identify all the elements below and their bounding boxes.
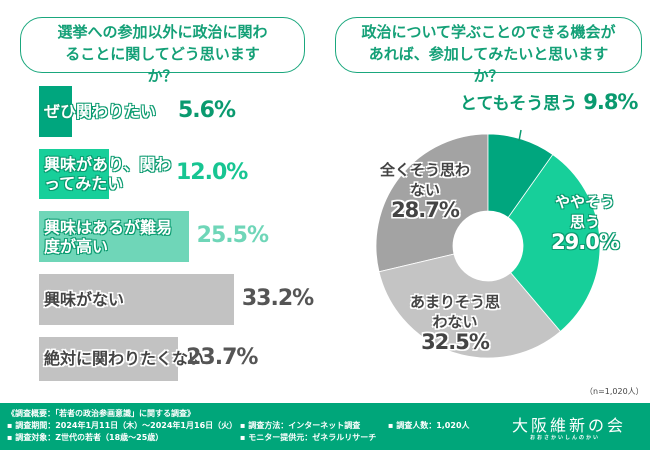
bar-label: 興味がない bbox=[44, 289, 125, 309]
donut-label-somewhat: ややそう思う 29.0% bbox=[540, 192, 630, 254]
bar-value: 5.6% bbox=[178, 97, 236, 123]
footer: 《調査概要：「若者の政治参画意識」に関する調査》 ▪ 調査期間：2024年1月1… bbox=[0, 403, 650, 450]
bar bbox=[39, 86, 72, 137]
label-text: 全くそう思わない bbox=[379, 161, 470, 199]
sample-note: （n=1,020人） bbox=[585, 387, 644, 396]
bar-value: 23.7% bbox=[186, 345, 258, 370]
label-text: とてもそう思う bbox=[460, 94, 578, 114]
donut-chart bbox=[375, 129, 601, 359]
bar bbox=[39, 337, 179, 381]
left-question: 選挙への参加以外に政治に関わることに関してどう思いますか？ bbox=[20, 17, 305, 85]
donut-slice bbox=[507, 154, 601, 332]
survey-target: ▪ 調査対象：Z世代の若者（18歳～25歳） bbox=[7, 433, 164, 442]
bar-label: 興味があり、関わってみたい bbox=[44, 155, 172, 193]
survey-count: ▪ 調査人数：1,020人 bbox=[388, 421, 470, 430]
donut-label-not-at-all: 全くそう思わない 28.7% bbox=[370, 160, 480, 222]
label-value: 32.5% bbox=[421, 330, 490, 354]
label-value: 9.8% bbox=[583, 90, 638, 114]
bar-label: ぜひ関わりたい bbox=[44, 101, 157, 121]
survey-method: ▪ 調査方法：インターネット調査 bbox=[240, 421, 361, 430]
bar-label: 絶対に関わりたくない bbox=[44, 349, 205, 368]
survey-overview: 《調査概要：「若者の政治参画意識」に関する調査》 bbox=[7, 409, 195, 418]
label-value: 28.7% bbox=[391, 198, 460, 222]
bar bbox=[39, 274, 234, 325]
bar-value: 12.0% bbox=[176, 160, 248, 185]
survey-period: ▪ 調査期間：2024年1月11日（木）～2024年1月16日（火） bbox=[7, 421, 238, 430]
logo-sub: おおさかいしんのかい bbox=[530, 435, 601, 441]
donut-label-not-much: あまりそう思わない 32.5% bbox=[400, 292, 510, 354]
bar bbox=[39, 149, 110, 199]
bar-value: 33.2% bbox=[241, 285, 314, 311]
donut-slice bbox=[378, 253, 562, 359]
label-text: あまりそう思わない bbox=[409, 293, 500, 331]
leader-line bbox=[518, 129, 522, 142]
donut-slice bbox=[375, 133, 489, 273]
bar-label: 興味はあるが難易度が高い bbox=[44, 217, 173, 256]
bar bbox=[39, 211, 189, 262]
donut-slice bbox=[487, 133, 554, 218]
bar-value: 25.5% bbox=[196, 222, 269, 248]
logo: 大阪維新の会 bbox=[512, 416, 627, 435]
survey-provider: ▪ モニター提供元：ゼネラルリサーチ bbox=[240, 433, 377, 442]
donut-label-very: とてもそう思う 9.8% bbox=[460, 90, 638, 115]
right-question: 政治について学ぶことのできる機会があれば、参加してみたいと思いますか？ bbox=[335, 17, 642, 85]
label-value: 29.0% bbox=[551, 230, 620, 254]
label-text: ややそう思う bbox=[554, 193, 615, 231]
